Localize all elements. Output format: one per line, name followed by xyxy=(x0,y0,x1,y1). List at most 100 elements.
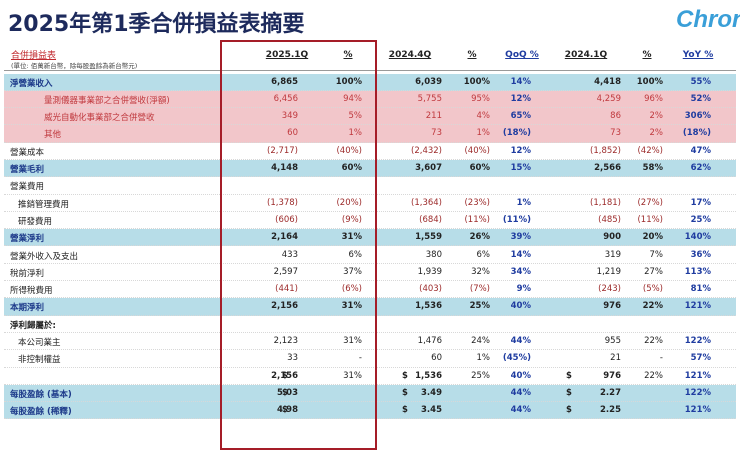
table-cell: 7% xyxy=(649,249,664,260)
table-cell: 17% xyxy=(690,197,711,208)
row-label: 營業淨利 xyxy=(10,234,45,245)
table-caption: 合併損益表 xyxy=(11,51,57,61)
table-row: 本公司業主 2,123 31% 1,476 24% 44% 955 22% 122% xyxy=(4,333,736,351)
table-cell: (7%) xyxy=(469,284,490,295)
table-cell: 40% xyxy=(510,301,531,312)
table-cell: 22% xyxy=(644,370,663,381)
table-row: 威光自動化事業部之合併營收 349 5% 211 4% 65% 86 2% 306% xyxy=(4,108,736,126)
table-cell: 34% xyxy=(510,266,531,277)
table-cell: 81% xyxy=(690,284,711,295)
table-cell: (1,378) xyxy=(267,197,298,208)
table-cell: 39% xyxy=(510,232,531,243)
table-cell: 22% xyxy=(644,336,663,346)
table-cell: (5%) xyxy=(642,284,663,295)
table-cell: (1,852) xyxy=(590,145,621,156)
table-cell: (11%) xyxy=(464,214,490,225)
row-label: 每股盈餘 (基本) xyxy=(10,389,72,400)
table-cell: 58% xyxy=(642,163,663,173)
table-cell: 31% xyxy=(343,370,362,381)
table-cell: 9% xyxy=(516,284,531,295)
table-cell: (606) xyxy=(275,214,298,225)
table-cell: 349 xyxy=(281,111,298,122)
table-cell: 25% xyxy=(471,370,490,381)
column-header: YoY % xyxy=(682,50,714,60)
table-cell: 12% xyxy=(510,93,531,104)
table-cell: (11%) xyxy=(637,214,663,225)
row-label: 威光自動化事業部之合併營收 xyxy=(44,113,155,124)
unit-note: (單位: 佰萬新台幣，除每股盈餘為新台幣元) xyxy=(11,62,138,70)
table-cell: 26% xyxy=(469,232,490,243)
table-cell: (45%) xyxy=(502,353,531,364)
table-cell: (6%) xyxy=(341,284,362,295)
table-cell: 21 xyxy=(610,353,621,364)
column-header: % xyxy=(642,50,652,60)
table-cell: 27% xyxy=(644,266,663,277)
table-cell: 31% xyxy=(341,232,362,243)
table-cell: 25% xyxy=(690,214,711,225)
table-cell: 86 xyxy=(610,111,621,122)
row-label: 淨利歸屬於: xyxy=(10,320,56,331)
column-header: 2024.4Q xyxy=(388,50,432,60)
table-cell: 31% xyxy=(343,336,362,346)
table-cell: 25% xyxy=(469,301,490,312)
table-cell: (2,717) xyxy=(267,145,298,156)
table-cell: - xyxy=(358,353,362,364)
table-cell: 1% xyxy=(476,128,491,139)
table-cell: 44% xyxy=(510,336,531,346)
table-row: 量測儀器事業部之合併營收(淨額) 6,456 94% 5,755 95% 12% 4,259… xyxy=(4,90,736,109)
table-cell: 60% xyxy=(469,163,490,173)
row-label: 稅前淨利 xyxy=(10,268,45,279)
table-cell: 976 xyxy=(603,370,621,381)
row-label: 營業成本 xyxy=(10,147,45,158)
table-cell: 6,039 xyxy=(415,76,442,87)
currency-symbol: $ xyxy=(402,387,408,398)
table-cell: 4.98 xyxy=(277,405,298,416)
table-cell: 140% xyxy=(684,232,711,243)
table-cell: 3,607 xyxy=(415,163,442,173)
table-cell: 2% xyxy=(649,128,664,139)
row-label: 其他 xyxy=(44,130,62,141)
table-cell: (403) xyxy=(419,284,442,295)
table-cell: 60 xyxy=(431,353,442,364)
table-cell: 6,456 xyxy=(273,93,298,104)
table-cell: 122% xyxy=(684,336,711,346)
table-cell: 55% xyxy=(690,76,711,87)
table-cell: (1,364) xyxy=(411,197,442,208)
table-row: 推銷管理費用 (1,378) (20%) (1,364) (23%) 1% (1,181) (… xyxy=(4,195,736,212)
table-cell: 1,476 xyxy=(417,336,442,346)
table-row: 營業費用 xyxy=(4,177,736,195)
table-cell: 62% xyxy=(690,163,711,173)
table-row: 其他 60 1% 73 1% (18%) 73 2% (18%) xyxy=(4,125,736,143)
table-row: 所得稅費用 (441) (6%) (403) (7%) 9% (243) (5%) 81% xyxy=(4,281,736,299)
row-label: 本期淨利 xyxy=(10,303,45,314)
table-cell: (18%) xyxy=(502,128,531,139)
table-cell: (684) xyxy=(419,214,442,225)
highlight-box xyxy=(220,40,377,450)
table-cell: 2,123 xyxy=(273,336,298,346)
row-label: 量測儀器事業部之合併營收(淨額) xyxy=(44,95,170,106)
table-cell: 100% xyxy=(636,76,663,87)
table-row: 非控制權益 33 - 60 1% (45%) 21 - 57% xyxy=(4,350,736,368)
table-cell: 37% xyxy=(343,266,362,277)
table-cell: 3.45 xyxy=(421,405,442,416)
table-cell: 4,418 xyxy=(594,76,621,87)
table-cell: 2,566 xyxy=(594,163,621,173)
table-cell: 60% xyxy=(341,163,362,173)
table-row: 營業成本 (2,717) (40%) (2,432) (40%) 12% (1,852) (4… xyxy=(4,143,736,160)
row-label: 營業毛利 xyxy=(10,165,45,175)
logo: Chron xyxy=(676,6,740,33)
table-row: 淨利歸屬於: xyxy=(4,316,736,333)
table-cell: (40%) xyxy=(464,145,490,156)
table-cell: 113% xyxy=(684,266,711,277)
row-label: 本公司業主 xyxy=(18,338,61,348)
currency-symbol: $ xyxy=(402,370,408,381)
table-cell: 6,865 xyxy=(271,76,298,87)
table-cell: 14% xyxy=(510,76,531,87)
table-cell: 1% xyxy=(348,128,363,139)
currency-symbol: $ xyxy=(566,387,572,398)
table-cell: 2,597 xyxy=(273,266,298,277)
table-cell: 211 xyxy=(425,111,442,122)
table-row: $2,156 31% $1,536 25% 40% $976 22% 121% xyxy=(4,368,736,385)
table-cell: 121% xyxy=(684,405,711,416)
